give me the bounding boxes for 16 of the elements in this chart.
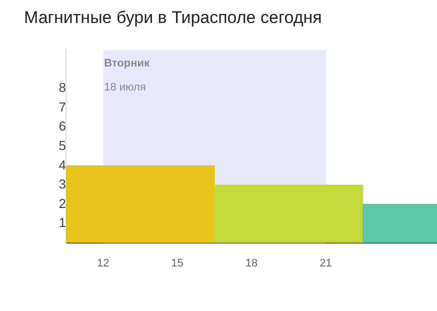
x-tick-label: 15 xyxy=(171,257,184,270)
band-label: Вторник xyxy=(104,58,150,70)
y-tick-label: 1 xyxy=(58,215,66,230)
x-tick-label: 12 xyxy=(96,257,110,270)
y-tick-label: 2 xyxy=(58,196,66,211)
y-tick-label: 5 xyxy=(58,138,66,153)
x-tick-label: 18 xyxy=(245,257,258,270)
bar xyxy=(362,204,437,243)
x-tick-label: 21 xyxy=(320,257,332,270)
y-tick-label: 8 xyxy=(58,80,66,96)
y-tick-label: 3 xyxy=(58,176,66,192)
y-tick-label: 7 xyxy=(58,99,66,114)
chart-title: Магнитные бури в Тирасполе сегодня xyxy=(24,8,322,28)
y-tick-label: 4 xyxy=(58,157,66,172)
y-tick-label: 6 xyxy=(58,118,66,134)
annotation: 18 июля xyxy=(104,82,146,94)
